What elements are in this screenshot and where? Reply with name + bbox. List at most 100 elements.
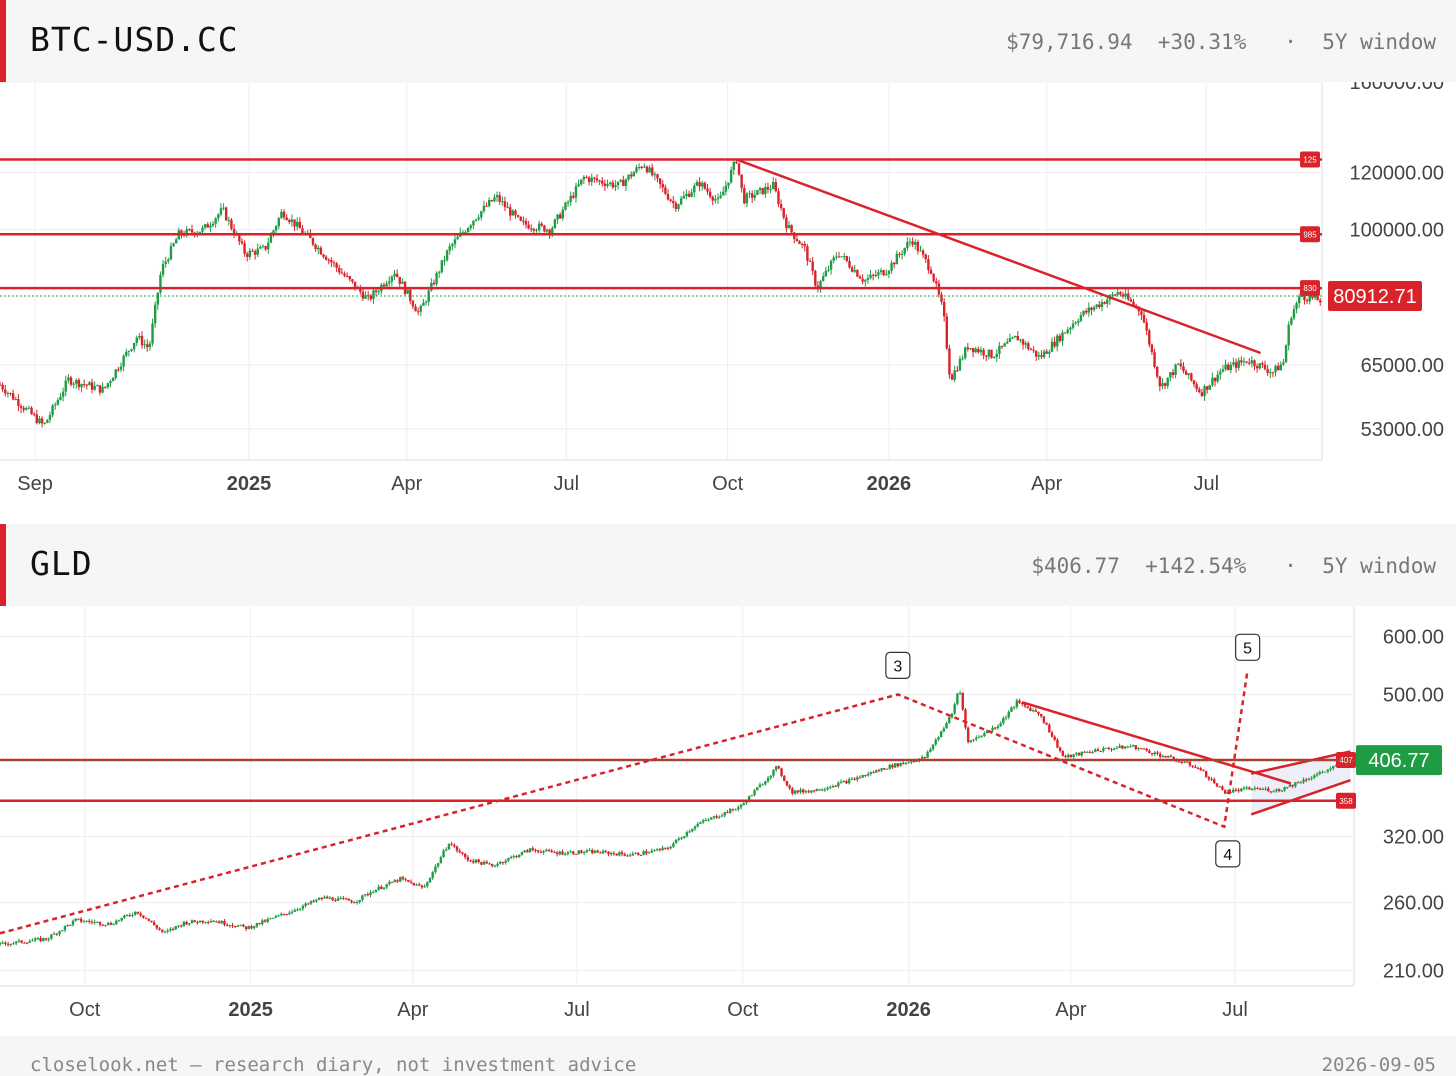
gld-candle-body xyxy=(253,926,256,929)
gld-candle-body xyxy=(728,808,732,814)
gld-y-tick-label: 320.00 xyxy=(1383,826,1444,848)
btc-candle-body xyxy=(1287,324,1290,346)
btc-candle-body xyxy=(117,369,120,371)
gld-candle-body xyxy=(588,850,591,852)
gld-candle-body xyxy=(228,925,232,927)
btc-candle-body xyxy=(1229,364,1233,371)
btc-candle-body xyxy=(585,176,588,178)
gld-candle-body xyxy=(88,920,91,922)
btc-candle-body xyxy=(537,223,541,230)
gld-level-badge xyxy=(1336,792,1356,809)
gld-candle-body xyxy=(174,926,177,930)
gld-candle-body xyxy=(1288,784,1292,788)
gld-candle-body xyxy=(225,924,229,926)
gld-candle-body xyxy=(123,915,126,918)
btc-candle-body xyxy=(774,182,778,192)
gld-candle-body xyxy=(1321,771,1324,773)
gld-candle-body xyxy=(255,922,259,927)
btc-candle-body xyxy=(30,407,33,414)
gld-candle-body xyxy=(52,933,56,935)
gld-candle-body xyxy=(385,884,388,888)
gld-candle-body xyxy=(780,768,783,776)
gld-candle-body xyxy=(907,762,910,764)
btc-candle-body xyxy=(516,215,520,217)
gld-candle-body xyxy=(761,784,764,786)
gld-candle-body xyxy=(0,942,2,945)
btc-candle-body xyxy=(558,214,562,219)
btc-candle-body xyxy=(445,250,449,261)
gld-candle-body xyxy=(745,802,748,804)
gld-candle-body xyxy=(42,938,45,941)
btc-candle-body xyxy=(519,216,522,221)
btc-candle-body xyxy=(17,399,20,407)
btc-candle-body xyxy=(385,283,388,287)
gld-candle-body xyxy=(766,777,770,782)
btc-candle-body xyxy=(1155,366,1159,377)
btc-candle-body xyxy=(848,260,851,268)
btc-candle-body xyxy=(1074,322,1077,324)
btc-candle-body xyxy=(14,399,17,401)
btc-candle-body xyxy=(77,379,81,388)
btc-candle-body xyxy=(853,270,856,272)
btc-candle-body xyxy=(169,245,173,260)
gld-candle-body xyxy=(334,900,337,902)
btc-candle-body xyxy=(648,167,651,173)
gld-candle-body xyxy=(1012,706,1016,708)
btc-candle-body xyxy=(1300,296,1304,298)
btc-candle-body xyxy=(345,276,349,278)
btc-candle-body xyxy=(340,272,344,274)
btc-candle-body xyxy=(1092,307,1096,310)
btc-candle-body xyxy=(1319,300,1322,303)
gld-candle-body xyxy=(179,925,183,927)
btc-candle-body xyxy=(551,228,554,234)
gld-candle-body xyxy=(1099,750,1102,752)
btc-candle-body xyxy=(219,208,223,215)
btc-candle-body xyxy=(301,228,304,234)
gld-candle-body xyxy=(1069,754,1073,757)
btc-candle-body xyxy=(908,241,912,243)
gld-candle-body xyxy=(845,781,848,784)
gld-candle-body xyxy=(1256,788,1259,790)
btc-x-tick-label: Sep xyxy=(17,473,53,495)
gld-candle-body xyxy=(469,860,472,862)
gld-candle-body xyxy=(1307,778,1311,781)
btc-candle-body xyxy=(277,218,280,227)
btc-candle-body xyxy=(22,407,25,410)
btc-candle-body xyxy=(501,201,504,203)
btc-candle-body xyxy=(282,211,286,218)
gld-candle-body xyxy=(756,787,759,791)
btc-candle-body xyxy=(545,229,549,232)
gld-candle-body xyxy=(734,809,737,811)
gld-candle-body xyxy=(139,913,142,916)
btc-candle-body xyxy=(295,221,299,227)
btc-trendline xyxy=(735,158,1262,355)
gld-candle-body xyxy=(477,859,480,863)
btc-candle-body xyxy=(593,177,596,179)
btc-candle-body xyxy=(829,260,833,270)
btc-candle-body xyxy=(251,250,254,252)
btc-candle-body xyxy=(703,182,707,189)
btc-candle-body xyxy=(432,282,436,285)
btc-candle-body xyxy=(338,267,341,273)
btc-candle-body xyxy=(961,358,964,360)
gld-candle-body xyxy=(872,772,875,774)
gld-candle-body xyxy=(1305,779,1308,781)
gld-candle-body xyxy=(1029,707,1032,711)
gld-candle-body xyxy=(934,739,937,745)
btc-candle-body xyxy=(527,224,530,229)
gld-chart: 407 358 406.77 600.00 500.00 320.00 260.00 210.… xyxy=(0,606,1444,1021)
btc-candle-body xyxy=(606,183,609,186)
gld-candle-body xyxy=(150,920,153,923)
gld-candle-body xyxy=(296,909,299,911)
btc-x-tick-label: Jul xyxy=(554,473,580,495)
gld-candle-body xyxy=(615,853,618,856)
gld-candle-body xyxy=(948,717,951,724)
btc-candle-body xyxy=(35,414,39,424)
gld-candle-body xyxy=(463,853,467,858)
gld-candle-body xyxy=(1202,770,1205,772)
btc-candle-body xyxy=(832,257,835,261)
btc-candle-body xyxy=(324,256,328,260)
btc-candle-body xyxy=(1224,364,1227,370)
btc-candle-body xyxy=(6,392,10,394)
btc-candle-body xyxy=(151,323,154,344)
